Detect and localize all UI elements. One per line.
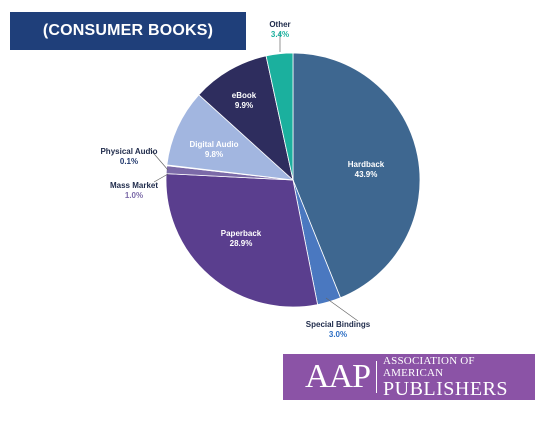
chart-title-banner: (CONSUMER BOOKS) [10,12,246,50]
slice-value-hardback: 43.9% [355,170,378,179]
logo-divider [376,361,378,393]
slice-label-mass-market: Mass Market [110,181,158,190]
pie-slice-paperback [165,173,319,308]
logo-line1: ASSOCIATION OF AMERICAN [383,355,475,379]
logo-mark: AAP [305,358,371,395]
slice-label-physical-audio: Physical Audio [100,147,157,156]
logo-text: ASSOCIATION OF AMERICAN PUBLISHERS [383,355,535,399]
slice-value-physical-audio: 0.1% [120,157,138,166]
slice-label-digital-audio: Digital Audio [189,140,238,149]
leader-line-physical-audio [148,147,169,171]
leader-line-mass-market [153,173,169,183]
logo-line2: PUBLISHERS [383,378,509,400]
pie-slice-ebook [198,55,294,182]
pie-slice-other [265,52,294,181]
slice-label-paperback: Paperback [221,229,262,238]
slice-value-ebook: 9.9% [235,101,253,110]
pie-slice-hardback [292,52,421,299]
slice-label-special-bindings: Special Bindings [306,320,371,329]
leader-line-special-bindings [325,297,359,322]
slice-value-mass-market: 1.0% [125,191,143,200]
chart-title: (CONSUMER BOOKS) [42,22,214,39]
slice-label-other: Other [269,20,290,29]
slice-value-other: 3.4% [271,30,289,39]
slice-value-special-bindings: 3.0% [329,330,347,339]
pie-slice-digital-audio [166,94,295,181]
slice-value-paperback: 28.9% [230,239,253,248]
slice-value-digital-audio: 9.8% [205,150,223,159]
slice-label-hardback: Hardback [348,160,385,169]
slice-label-ebook: eBook [232,91,257,100]
aap-logo: AAP ASSOCIATION OF AMERICAN PUBLISHERS [283,354,535,400]
